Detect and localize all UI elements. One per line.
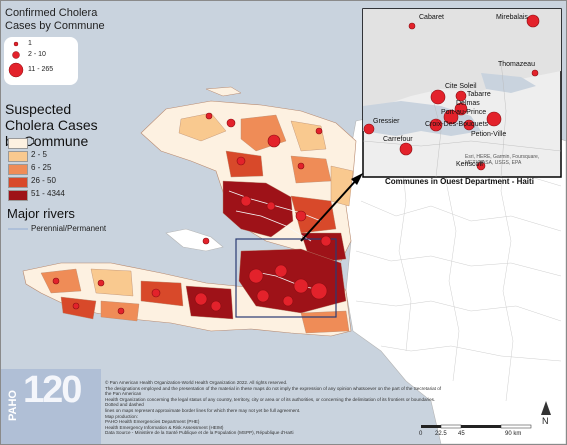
inset-caption: Communes in Ouest Department - Haiti [385,177,534,186]
confirmed-legend-title: Confirmed Cholera Cases by Commune [5,7,105,32]
disclaimer-text: © Pan American Health Organization-World… [105,380,443,436]
place-label: Thomazeau [498,61,535,68]
confirmed-legend-item: 1 [28,40,32,47]
disclaimer-line: The designations employed and the presen… [105,385,442,397]
inset-credit: Esri, HERE, Garmin, Foursquare, METI/NAS… [465,154,540,166]
suspected-swatch [8,190,28,201]
disclaimer-line: PAHO Health Emergencies Department (PHE) [105,419,200,425]
scale-label: 0 [419,431,423,437]
suspected-legend-item: 1 [31,137,36,146]
paho-logo-text: PAHO [7,390,19,421]
disclaimer-line: Health Organization concerning the legal… [105,396,436,408]
suspected-legend-item: 26 - 50 [31,176,56,185]
suspected-swatch [8,164,28,175]
place-label: Port-au-Prince [441,109,487,116]
disclaimer-line: Map production: [105,413,138,419]
scale-label: 90 km [505,431,522,437]
confirmed-legend-item: 11 - 265 [28,66,54,73]
place-label: Kenscoff [456,161,484,168]
disclaimer-line: lines on maps represent approximate bord… [105,407,301,413]
rivers-legend-item: Perennial/Permanent [31,224,107,233]
suspected-swatch [8,177,28,188]
disclaimer-line: © Pan American Health Organization-World… [105,380,288,385]
paho-120-logo: 120 [23,369,82,411]
place-label: Delmas [456,100,480,107]
scale-label: 22.5 [435,431,447,437]
confirmed-legend-item: 2 - 10 [28,51,46,58]
disclaimer-line: Data Source - Ministère de la Santé Publ… [105,430,294,436]
place-label: Mirebalais [496,14,528,21]
place-label: Carrefour [383,136,413,143]
place-label: Gressier [373,118,400,125]
suspected-legend-item: 51 - 4344 [31,189,65,198]
place-label: Croix-Des-Bouquets [425,121,489,128]
suspected-swatch [8,138,28,149]
place-label: Cabaret [419,14,444,21]
river-line-symbol [8,228,28,230]
suspected-swatch [8,151,28,162]
suspected-legend-item: 2 - 5 [31,150,48,159]
place-label: Petion-Ville [471,131,507,138]
suspected-legend: 1 2 - 5 6 - 25 26 - 50 51 - 4344 [1,135,91,201]
scale-label: 45 [458,431,465,437]
confirmed-legend: 1 2 - 10 11 - 265 [4,37,78,85]
north-arrow-label: N [542,416,549,426]
place-label: Cite Soleil [445,83,477,90]
disclaimer-line: Health Emergency Information & Risk Asse… [105,424,224,430]
rivers-legend-title: Major rivers [7,206,75,221]
place-label: Tabarre [467,91,491,98]
suspected-legend-item: 6 - 25 [31,163,52,172]
